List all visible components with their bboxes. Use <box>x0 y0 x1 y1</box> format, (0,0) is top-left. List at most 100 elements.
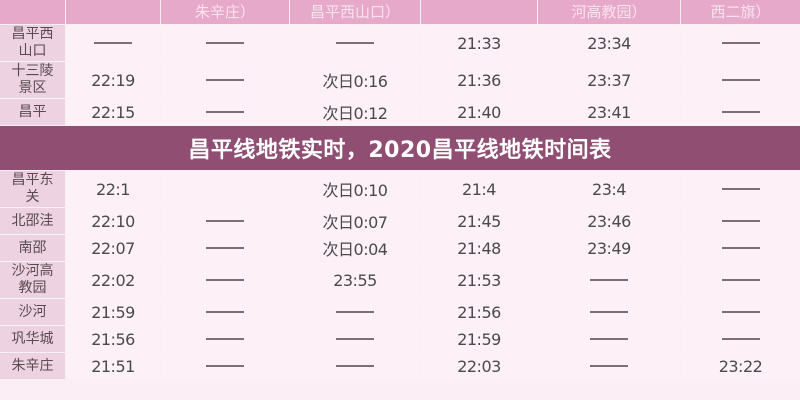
time-cell <box>681 299 800 325</box>
column-header <box>0 0 65 24</box>
time-cell: 23:34 <box>538 25 680 61</box>
column-header <box>66 0 160 24</box>
time-cell: 21:33 <box>421 25 537 61</box>
station-name: 昌平西山口 <box>0 25 65 61</box>
dash-mark <box>721 311 760 313</box>
station-name: 昌平东关 <box>0 171 65 207</box>
time-cell <box>538 353 680 379</box>
time-cell <box>161 262 289 298</box>
time-cell <box>681 262 800 298</box>
time-cell <box>681 326 800 352</box>
time-cell: 23:46 <box>538 208 680 234</box>
time-cell: 21:36 <box>421 62 537 98</box>
time-cell: 21:45 <box>421 208 537 234</box>
time-cell <box>290 25 420 61</box>
dash-mark <box>206 247 244 249</box>
dash-mark <box>94 42 132 44</box>
dash-mark <box>590 365 628 367</box>
time-cell: 21:56 <box>421 299 537 325</box>
dash-mark <box>336 42 374 44</box>
time-cell: 23:49 <box>538 235 680 261</box>
time-cell <box>161 235 289 261</box>
time-cell: 21:56 <box>66 326 160 352</box>
time-cell: 23:4 <box>538 171 680 207</box>
dash-mark <box>336 311 374 313</box>
timetable: 朱辛庄） 昌平西山口） 河高教园） 西二旗） 昌平西山口 21:33 23:34 十三陵景区 2… <box>0 0 800 379</box>
time-cell <box>290 326 420 352</box>
time-cell <box>290 299 420 325</box>
time-cell <box>681 171 800 207</box>
time-cell <box>681 235 800 261</box>
column-header <box>421 0 537 24</box>
time-cell <box>161 299 289 325</box>
station-name: 朱辛庄 <box>0 353 65 379</box>
time-cell <box>161 25 289 61</box>
page-title: 昌平线地铁实时，2020昌平线地铁时间表 <box>188 138 612 163</box>
station-name: 十三陵景区 <box>0 62 65 98</box>
time-cell: 23:55 <box>290 262 420 298</box>
dash-mark <box>206 279 244 281</box>
time-cell: 22:19 <box>66 62 160 98</box>
time-cell <box>681 62 800 98</box>
time-cell <box>161 171 289 207</box>
time-cell: 21:48 <box>421 235 537 261</box>
time-cell: 21:59 <box>66 299 160 325</box>
column-header: 昌平西山口） <box>290 0 420 24</box>
dash-mark <box>206 42 244 44</box>
dash-mark <box>721 42 760 44</box>
time-cell: 次日0:16 <box>290 62 420 98</box>
time-cell <box>66 25 160 61</box>
dash-mark <box>206 311 244 313</box>
title-banner: 昌平线地铁实时，2020昌平线地铁时间表 <box>0 126 800 170</box>
time-cell <box>161 99 289 125</box>
time-cell: 次日0:10 <box>290 171 420 207</box>
dash-mark <box>206 79 244 81</box>
time-cell <box>161 326 289 352</box>
dash-mark <box>721 111 760 113</box>
column-header: 西二旗） <box>681 0 800 24</box>
dash-mark <box>336 338 374 340</box>
station-name: 巩华城 <box>0 326 65 352</box>
time-cell: 22:10 <box>66 208 160 234</box>
time-cell <box>681 99 800 125</box>
dash-mark <box>721 79 760 81</box>
time-cell: 次日0:07 <box>290 208 420 234</box>
station-name: 沙河高教园 <box>0 262 65 298</box>
time-cell <box>681 208 800 234</box>
dash-mark <box>721 188 760 190</box>
dash-mark <box>590 311 628 313</box>
time-cell: 23:41 <box>538 99 680 125</box>
column-header: 河高教园） <box>538 0 680 24</box>
station-name: 沙河 <box>0 299 65 325</box>
time-cell: 21:4 <box>421 171 537 207</box>
dash-mark <box>206 365 244 367</box>
column-header: 朱辛庄） <box>161 0 289 24</box>
time-cell: 21:59 <box>421 326 537 352</box>
dash-mark <box>206 111 244 113</box>
station-name: 昌平 <box>0 99 65 125</box>
dash-mark <box>336 365 374 367</box>
dash-mark <box>206 338 244 340</box>
time-cell: 次日0:12 <box>290 99 420 125</box>
dash-mark <box>721 247 760 249</box>
time-cell: 21:53 <box>421 262 537 298</box>
time-cell: 21:51 <box>66 353 160 379</box>
time-cell: 22:1 <box>66 171 160 207</box>
time-cell <box>161 62 289 98</box>
dash-mark <box>206 220 244 222</box>
time-cell: 22:15 <box>66 99 160 125</box>
dash-mark <box>721 220 760 222</box>
time-cell: 次日0:04 <box>290 235 420 261</box>
time-cell <box>538 299 680 325</box>
station-name: 北邵洼 <box>0 208 65 234</box>
dash-mark <box>721 279 760 281</box>
time-cell <box>538 326 680 352</box>
time-cell <box>161 208 289 234</box>
time-cell: 22:02 <box>66 262 160 298</box>
station-name: 南邵 <box>0 235 65 261</box>
time-cell <box>161 353 289 379</box>
time-cell: 23:37 <box>538 62 680 98</box>
time-cell <box>681 25 800 61</box>
time-cell <box>290 353 420 379</box>
dash-mark <box>590 279 628 281</box>
